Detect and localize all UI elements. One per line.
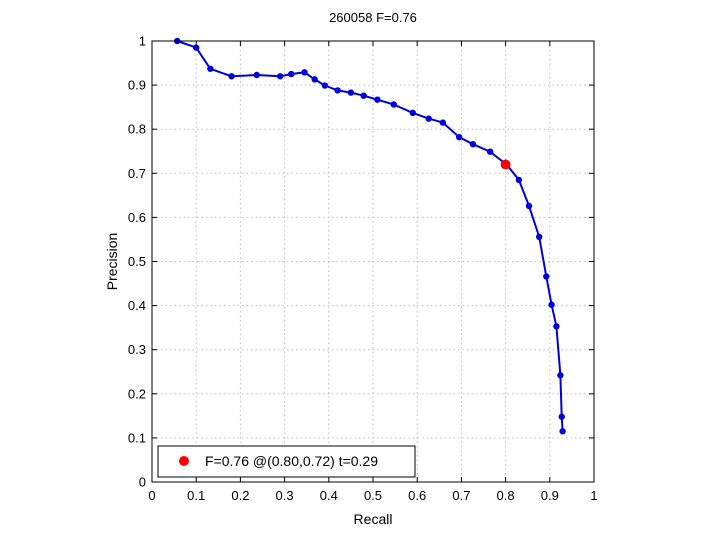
y-tick-label: 0.1 (128, 430, 146, 445)
axis-ticks: 0 0.1 0.2 0.3 0.4 0.5 0.6 0.7 0.8 0.9 1 0 0.1 0.2 0.3 0… (128, 34, 598, 504)
data-point (253, 71, 260, 79)
data-point (486, 148, 494, 155)
x-tick-label: 0.5 (364, 488, 382, 503)
y-tick-label: 0.6 (128, 210, 146, 225)
series-layer (173, 37, 566, 435)
data-point (559, 428, 566, 435)
y-tick-label: 0.4 (128, 298, 146, 313)
data-point (525, 202, 533, 210)
data-point (543, 273, 550, 280)
legend-marker (179, 456, 189, 466)
data-point (455, 133, 463, 141)
data-point (193, 44, 200, 51)
data-point (374, 96, 381, 103)
data-point (469, 140, 477, 148)
data-point (360, 92, 367, 99)
data-point (557, 372, 564, 379)
legend: F=0.76 @(0.80,0.72) t=0.29 (157, 445, 416, 478)
data-point (409, 109, 416, 117)
y-tick-label: 0.7 (128, 166, 146, 181)
data-point (207, 65, 214, 72)
x-tick-label: 0 (148, 488, 155, 503)
data-point (515, 176, 523, 184)
legend-box (157, 445, 416, 478)
data-point (548, 301, 555, 308)
data-point (321, 82, 329, 89)
data-point (553, 323, 560, 330)
y-tick-label: 0.2 (128, 386, 146, 401)
grid-lines (152, 41, 594, 482)
x-tick-label: 0.7 (452, 488, 470, 503)
x-tick-label: 1 (590, 488, 597, 503)
data-point (558, 413, 565, 420)
y-tick-label: 0.3 (128, 342, 146, 357)
x-tick-label: 0.6 (408, 488, 426, 503)
x-tick-label: 0.3 (276, 488, 294, 503)
x-axis-label: Recall (354, 511, 393, 527)
data-point (276, 73, 284, 80)
data-point (228, 73, 235, 80)
data-point (311, 76, 318, 83)
x-tick-label: 0.9 (541, 488, 559, 503)
x-tick-label: 0.1 (187, 488, 205, 503)
data-point (288, 70, 295, 78)
x-tick-label: 0.2 (231, 488, 249, 503)
y-tick-label: 0.9 (128, 78, 146, 93)
data-point (390, 101, 397, 108)
best-f-point (500, 159, 511, 170)
y-axis-label: Precision (104, 233, 120, 291)
data-point (535, 233, 543, 241)
data-point (425, 115, 432, 122)
y-tick-label: 0.8 (128, 122, 146, 137)
data-point (439, 119, 447, 126)
legend-label: F=0.76 @(0.80,0.72) t=0.29 (205, 453, 378, 469)
y-tick-label: 1 (139, 34, 146, 49)
data-point (334, 87, 341, 94)
y-tick-label: 0 (139, 475, 146, 490)
chart-title: 260058 F=0.76 (329, 10, 417, 25)
x-tick-label: 0.4 (320, 488, 338, 503)
data-point (347, 89, 355, 96)
x-tick-label: 0.8 (497, 488, 515, 503)
data-point (301, 69, 308, 76)
y-tick-label: 0.5 (128, 254, 146, 269)
